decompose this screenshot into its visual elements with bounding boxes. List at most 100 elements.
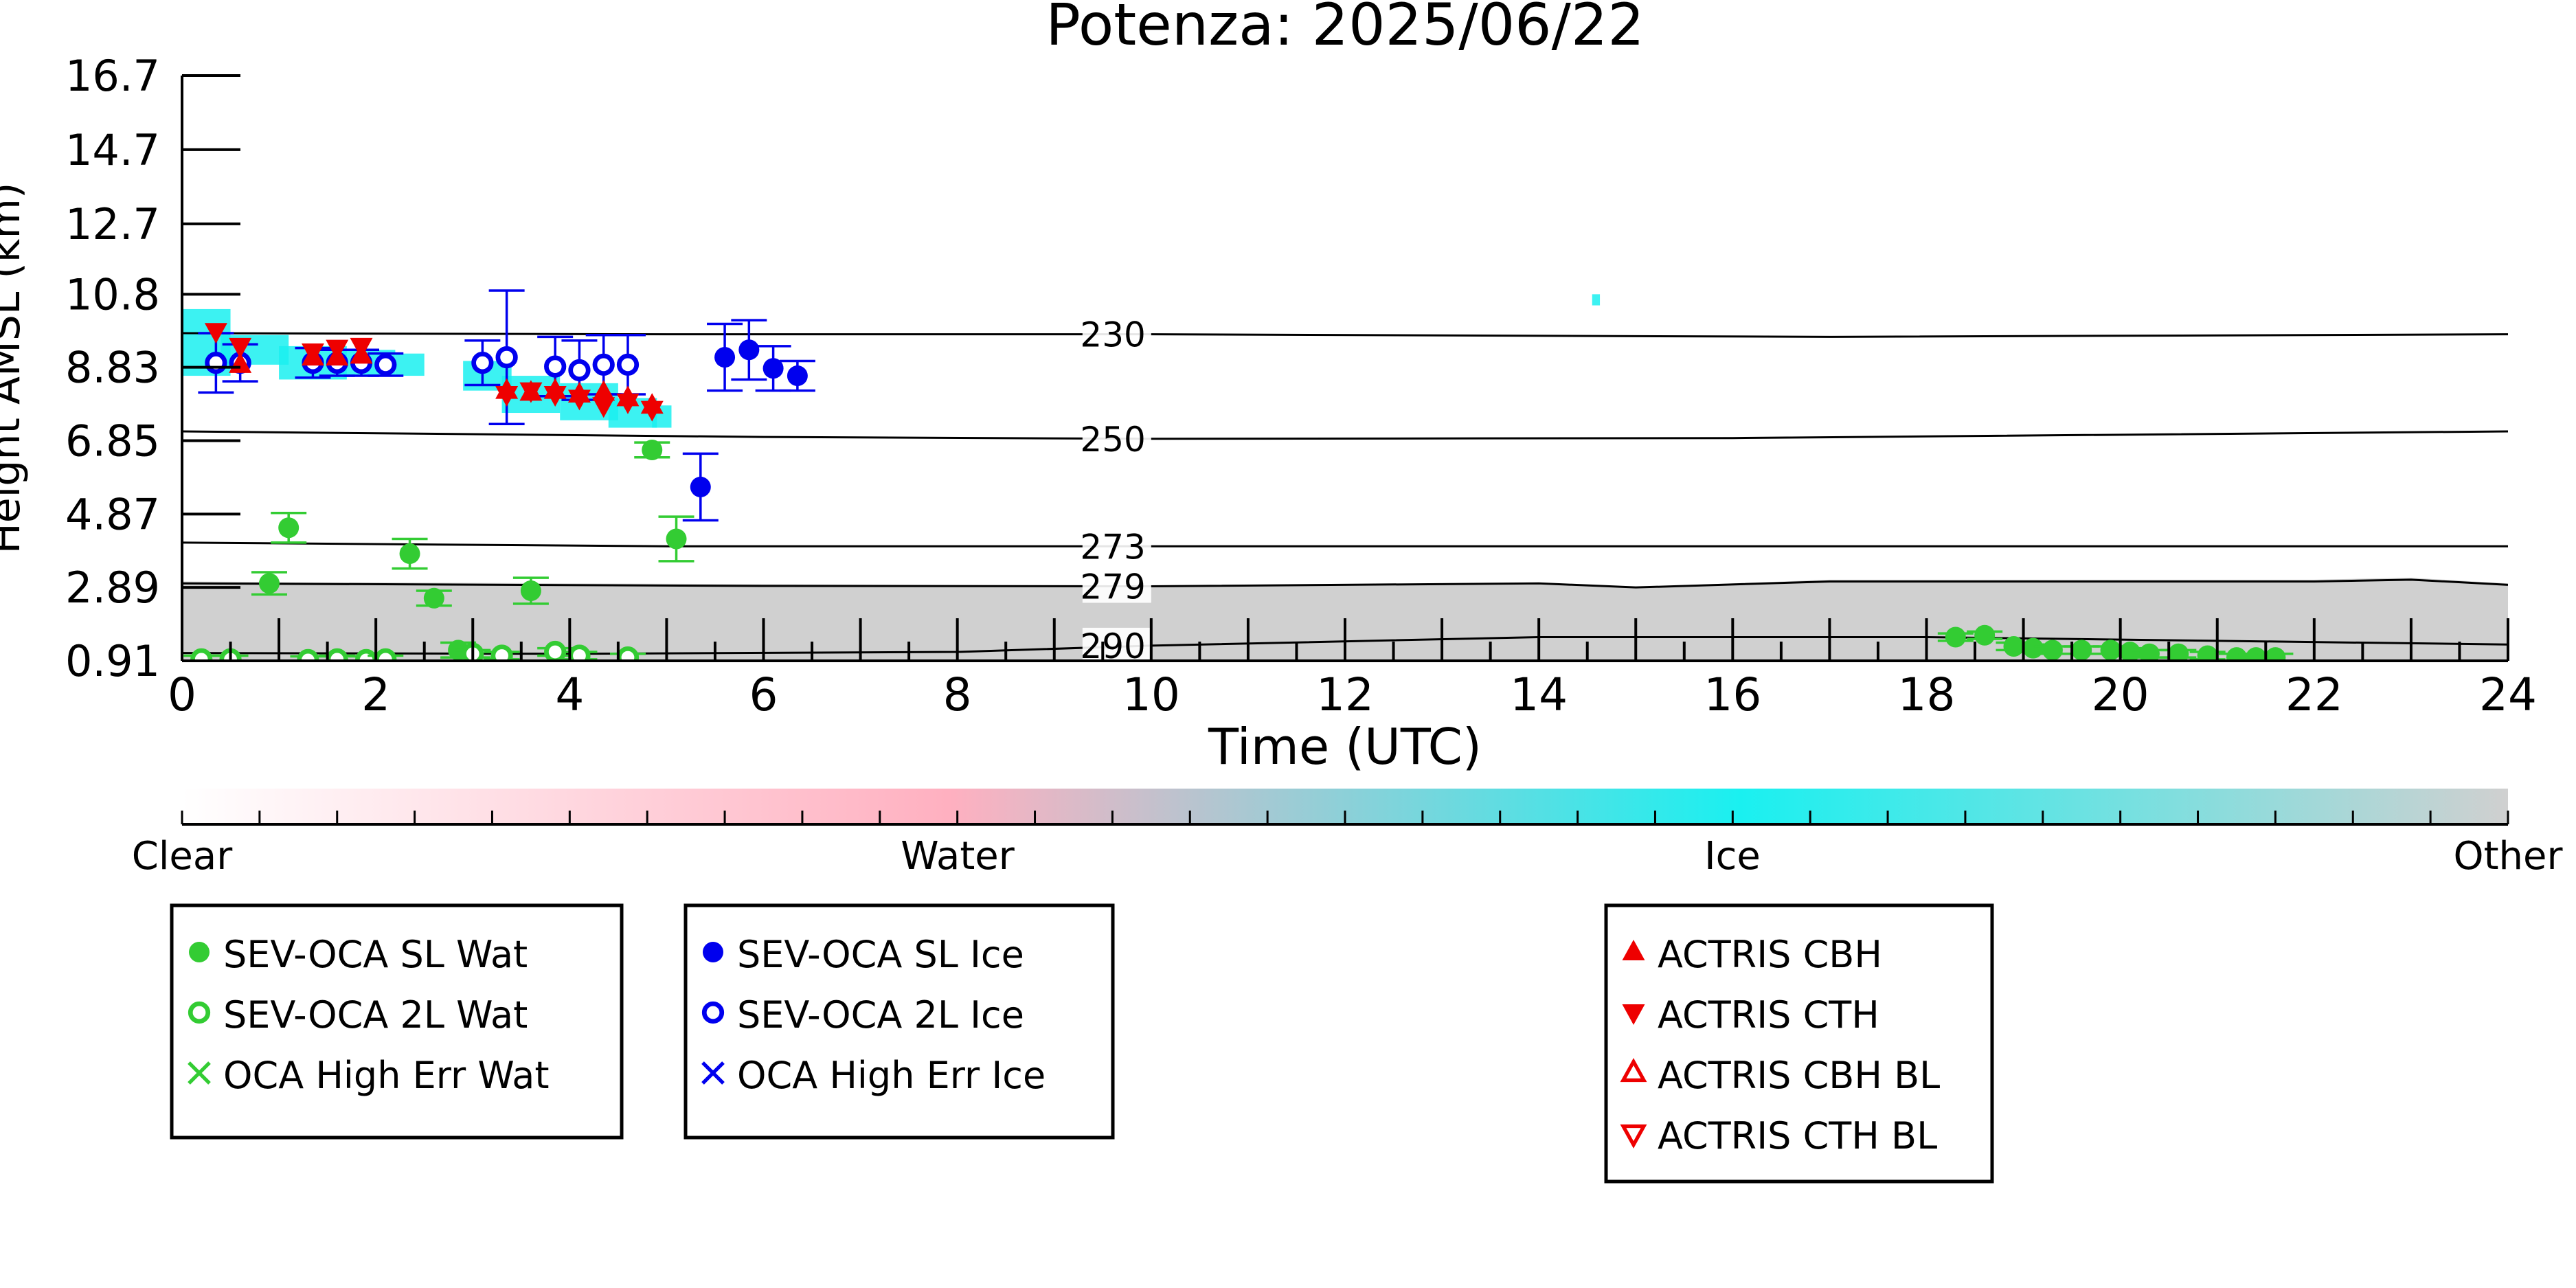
- isotherm-label: 230: [1080, 315, 1145, 355]
- legend-box: [170, 903, 624, 1140]
- isotherm-label-bg: [1082, 420, 1151, 455]
- point-sev-oca-2l-ice: [616, 353, 640, 376]
- point-sev-oca-2l-wat: [490, 644, 513, 661]
- isotherm-line: [182, 541, 2508, 547]
- point-sev-oca-2l-wat: [190, 648, 213, 661]
- point-sev-oca-sl-wat: [2042, 640, 2063, 661]
- x-tick-label: 20: [2092, 668, 2149, 721]
- point-actris-cth: [640, 400, 664, 422]
- y-tick-label: 4.87: [65, 489, 160, 539]
- y-tick-label: 2.89: [65, 563, 160, 613]
- isotherm-line: [182, 578, 2508, 589]
- legend-marker: [1620, 1058, 1647, 1083]
- y-tick-label: 12.7: [65, 199, 160, 249]
- point-sev-oca-sl-wat: [520, 580, 541, 602]
- legend-label: ACTRIS CTH: [1658, 993, 1879, 1037]
- point-sev-oca-sl-ice: [762, 358, 784, 379]
- isotherm-line: [182, 430, 2508, 440]
- legend-item: SEV-OCA 2L Ice: [701, 993, 1024, 1037]
- cloud-mask-ice-patch: [395, 353, 425, 376]
- legend-item: ACTRIS CBH: [1622, 933, 1882, 976]
- legend-marker: [1620, 1124, 1647, 1149]
- point-sev-oca-2l-wat: [544, 640, 567, 661]
- point-sev-oca-sl-ice: [690, 476, 711, 497]
- x-tick-label: 6: [749, 668, 778, 721]
- legend-item: SEV-OCA SL Wat: [189, 933, 528, 976]
- y-tick-label: 16.7: [65, 51, 160, 101]
- point-actris-cth: [567, 389, 591, 411]
- legend-marker: [703, 942, 723, 962]
- x-tick-label: 16: [1704, 668, 1761, 721]
- point-actris-cth: [350, 337, 373, 359]
- isotherm-label-bg: [1082, 568, 1151, 603]
- point-sev-oca-sl-wat: [2246, 647, 2267, 661]
- point-actris-cth: [592, 397, 615, 418]
- point-sev-oca-sl-wat: [2071, 640, 2092, 661]
- point-actris-cth: [519, 382, 543, 403]
- colorbar-label: Other: [2453, 834, 2563, 879]
- x-tick-label: 8: [943, 668, 972, 721]
- legend-marker: [188, 1001, 211, 1024]
- legend: SEV-OCA SL Wat SEV-OCA 2L Wat OCA High Err…: [170, 903, 1994, 1184]
- point-sev-oca-2l-wat: [616, 646, 640, 661]
- y-tick-label: 14.7: [65, 125, 160, 175]
- isotherm-label: 290: [1080, 626, 1145, 666]
- point-actris-cth: [326, 339, 349, 361]
- legend-label: ACTRIS CTH BL: [1658, 1114, 1937, 1157]
- x-tick-label: 24: [2479, 668, 2537, 721]
- point-sev-oca-sl-wat: [1945, 626, 1966, 648]
- legend-item: OCA High Err Ice: [701, 1054, 1046, 1097]
- x-tick-label: 18: [1898, 668, 1956, 721]
- legend-marker: [189, 942, 210, 962]
- point-sev-oca-sl-wat: [258, 573, 280, 594]
- point-sev-oca-sl-wat: [2168, 643, 2189, 661]
- x-tick-label: 10: [1122, 668, 1180, 721]
- point-sev-oca-sl-ice: [714, 347, 736, 368]
- legend-label: OCA High Err Ice: [737, 1054, 1046, 1097]
- legend-marker: [701, 1001, 725, 1024]
- point-sev-oca-sl-wat: [278, 517, 300, 539]
- legend-box: [683, 903, 1115, 1140]
- point-sev-oca-2l-ice: [544, 355, 567, 378]
- y-tick-label: 0.91: [65, 636, 160, 686]
- legend-label: SEV-OCA SL Wat: [223, 933, 528, 976]
- point-sev-oca-sl-wat: [2265, 647, 2286, 661]
- point-sev-oca-sl-wat: [2003, 635, 2024, 657]
- point-sev-oca-2l-wat: [326, 648, 348, 661]
- legend-label: SEV-OCA SL Ice: [737, 933, 1024, 976]
- point-actris-cth: [229, 337, 252, 359]
- legend-item: SEV-OCA SL Ice: [703, 933, 1024, 976]
- isotherm-label: 273: [1080, 527, 1145, 567]
- colorbar: Clear Water Ice Other: [132, 789, 2563, 879]
- legend-item: ACTRIS CBH BL: [1620, 1054, 1940, 1097]
- legend-label: OCA High Err Wat: [223, 1054, 550, 1097]
- isotherm-line: [182, 332, 2508, 338]
- y-tick-label: 6.85: [65, 416, 160, 466]
- point-actris-cth: [495, 386, 519, 407]
- isotherm-label-bg: [1082, 316, 1151, 351]
- point-actris-cth: [204, 323, 227, 344]
- point-actris-cbh: [592, 380, 615, 401]
- legend-label: SEV-OCA 2L Wat: [223, 993, 528, 1037]
- x-tick-label: 22: [2285, 668, 2343, 721]
- isotherm-label-bg: [1082, 528, 1151, 563]
- x-tick-label: 2: [361, 668, 390, 721]
- legend-item: ACTRIS CTH BL: [1620, 1114, 1937, 1157]
- chart-title: Potenza: 2025/06/22: [1046, 0, 1645, 58]
- legend-item: SEV-OCA 2L Wat: [188, 993, 528, 1037]
- isotherm-label: 250: [1080, 420, 1145, 460]
- point-sev-oca-sl-wat: [423, 587, 444, 609]
- legend-item: ACTRIS CTH: [1622, 993, 1879, 1037]
- isotherm-label: 279: [1080, 567, 1145, 607]
- point-sev-oca-sl-wat: [2022, 637, 2044, 659]
- point-sev-oca-2l-ice: [495, 346, 518, 369]
- legend-marker: [701, 1061, 725, 1085]
- point-sev-oca-sl-wat: [399, 543, 420, 565]
- legend-marker: [1622, 940, 1645, 960]
- x-tick-label: 0: [168, 668, 196, 721]
- point-sev-oca-2l-ice: [471, 352, 494, 374]
